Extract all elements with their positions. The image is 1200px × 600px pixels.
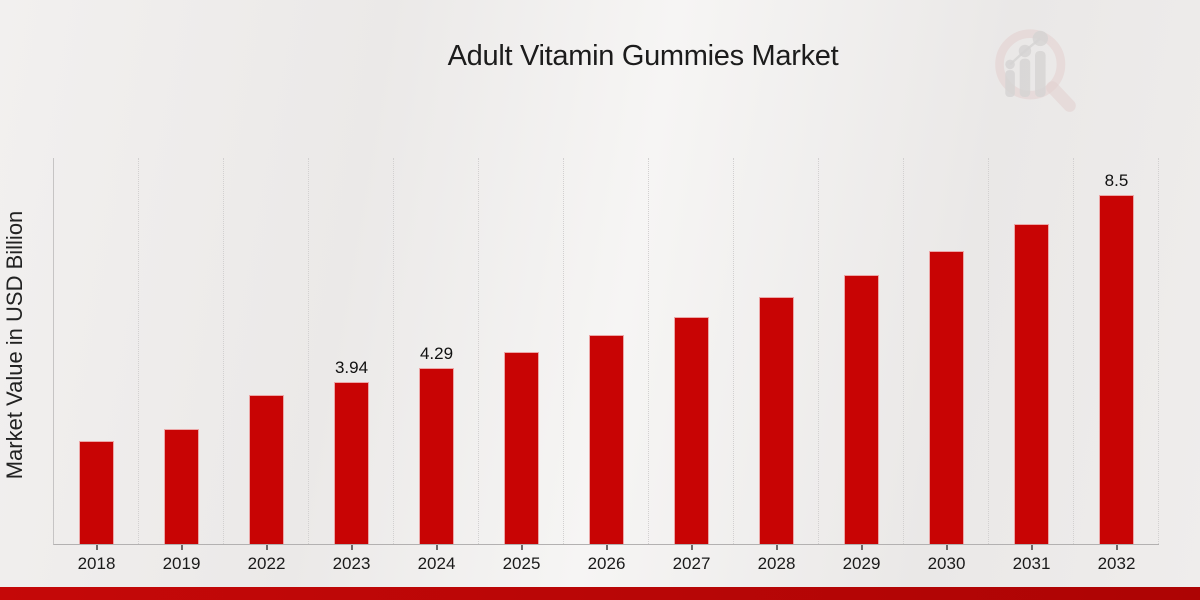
vertical-gridline (903, 158, 904, 544)
bar-2030 (929, 251, 964, 544)
x-tick-label-2019: 2019 (162, 554, 201, 573)
bar-2025 (504, 352, 539, 544)
x-axis-tick (605, 545, 608, 550)
x-axis-tick (435, 545, 438, 550)
bar-2029 (844, 275, 879, 544)
x-tick-label-2024: 2024 (417, 554, 456, 573)
bar-value-label-2023: 3.94 (334, 358, 369, 377)
x-tick-label-2030: 2030 (927, 554, 966, 573)
vertical-gridline (393, 158, 394, 544)
bar-2027 (674, 317, 709, 544)
x-axis-tick (95, 545, 98, 550)
y-axis-label: Market Value in USD Billion (2, 210, 27, 480)
x-axis-tick (690, 545, 693, 550)
bar-2028 (759, 297, 794, 544)
x-axis-tick (1030, 545, 1033, 550)
x-axis-tick (1115, 545, 1118, 550)
x-axis-tick (520, 545, 523, 550)
bar-value-label-2032: 8.5 (1104, 171, 1129, 190)
x-tick-label-2032: 2032 (1097, 554, 1136, 573)
x-tick-label-2018: 2018 (77, 554, 116, 573)
vertical-gridline (563, 158, 564, 544)
x-tick-label-2029: 2029 (842, 554, 881, 573)
vertical-gridline (1073, 158, 1074, 544)
x-tick-label-2025: 2025 (502, 554, 541, 573)
plot-area: 2018 2019 2022 3.94 2023 4.29 2024 2025 2026 2027… (53, 158, 1159, 573)
x-tick-label-2022: 2022 (247, 554, 286, 573)
vertical-gridline (308, 158, 309, 544)
bar-value-label-2024: 4.29 (419, 344, 454, 363)
vertical-gridline (1158, 158, 1159, 544)
x-axis-tick (860, 545, 863, 550)
brand-logo-magnifier-chart-icon (995, 29, 1076, 112)
bar-2024 (419, 368, 454, 544)
vertical-gridline (648, 158, 649, 544)
bar-2018 (79, 441, 114, 544)
vertical-gridline (138, 158, 139, 544)
chart-title: Adult Vitamin Gummies Market (447, 40, 839, 72)
vertical-gridline (478, 158, 479, 544)
bar-2026 (589, 335, 624, 544)
x-tick-label-2023: 2023 (332, 554, 371, 573)
vertical-gridline (733, 158, 734, 544)
bar-2022 (249, 395, 284, 544)
bar-2019 (164, 429, 199, 544)
vertical-gridline (223, 158, 224, 544)
bar-2023 (334, 382, 369, 544)
vertical-gridline (988, 158, 989, 544)
bar-2032 (1099, 195, 1134, 544)
x-axis-tick (180, 545, 183, 550)
x-tick-label-2026: 2026 (587, 554, 626, 573)
x-axis-tick (775, 545, 778, 550)
x-axis-tick (265, 545, 268, 550)
x-tick-label-2028: 2028 (757, 554, 796, 573)
x-axis-tick (350, 545, 353, 550)
bar-2031 (1014, 224, 1049, 544)
x-tick-label-2031: 2031 (1012, 554, 1051, 573)
x-axis-tick (945, 545, 948, 550)
vertical-gridline (818, 158, 819, 544)
footer-accent-bar (0, 587, 1200, 600)
x-tick-label-2027: 2027 (672, 554, 711, 573)
